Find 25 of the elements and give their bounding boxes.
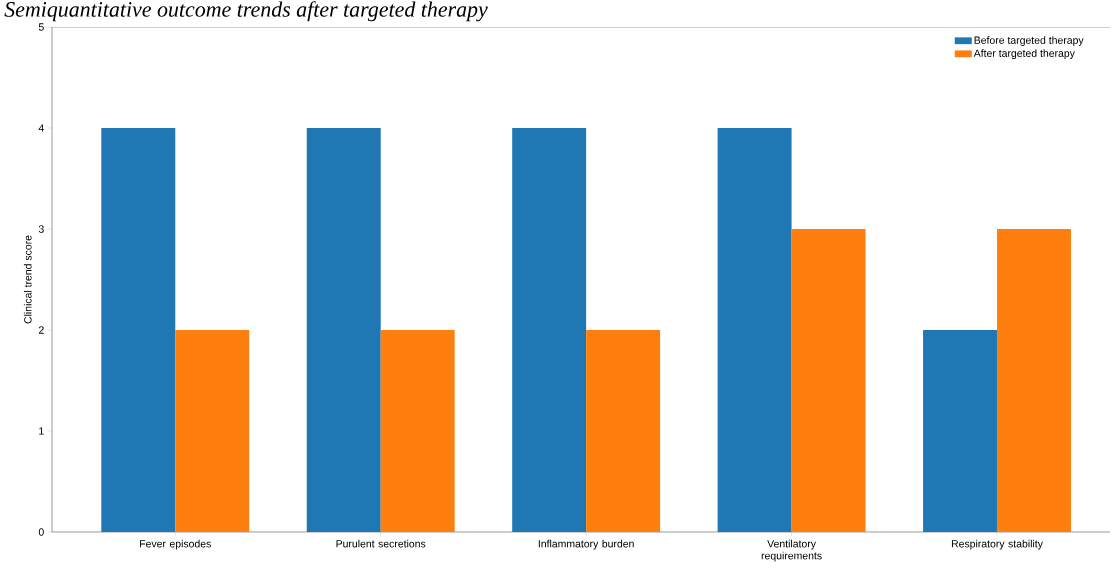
- bar: [175, 329, 250, 532]
- y-axis-title: Clinical trend score: [23, 235, 32, 324]
- x-tick-label: Purulent secretions: [336, 539, 426, 548]
- y-tick-label: 4: [38, 124, 44, 132]
- bar: [997, 228, 1071, 532]
- x-tick-label: Fever episodes: [140, 539, 211, 550]
- y-tick-label: 3: [38, 225, 44, 233]
- y-tick-label: 0: [38, 528, 44, 536]
- y-tick-label: 2: [38, 326, 44, 334]
- x-tick-label: Respiratory stability: [951, 539, 1043, 550]
- bar: [380, 329, 455, 532]
- bar: [512, 127, 587, 532]
- x-tick-label: Ventilatory requirements: [761, 539, 822, 562]
- bar: [717, 127, 792, 532]
- y-tick-label: 5: [38, 23, 44, 31]
- bar: [791, 228, 866, 532]
- chart-title: Semiquantitative outcome trends after targeted therapy: [4, 1, 488, 22]
- y-tick-label: 1: [39, 427, 44, 435]
- x-tick-label: Inflammatory burden: [538, 539, 634, 550]
- bar: [306, 127, 381, 532]
- bar: [586, 329, 661, 532]
- legend-label: After targeted therapy: [973, 49, 1075, 60]
- bar: [923, 329, 998, 532]
- legend-label: Before targeted therapy: [974, 36, 1084, 46]
- bar: [101, 127, 176, 532]
